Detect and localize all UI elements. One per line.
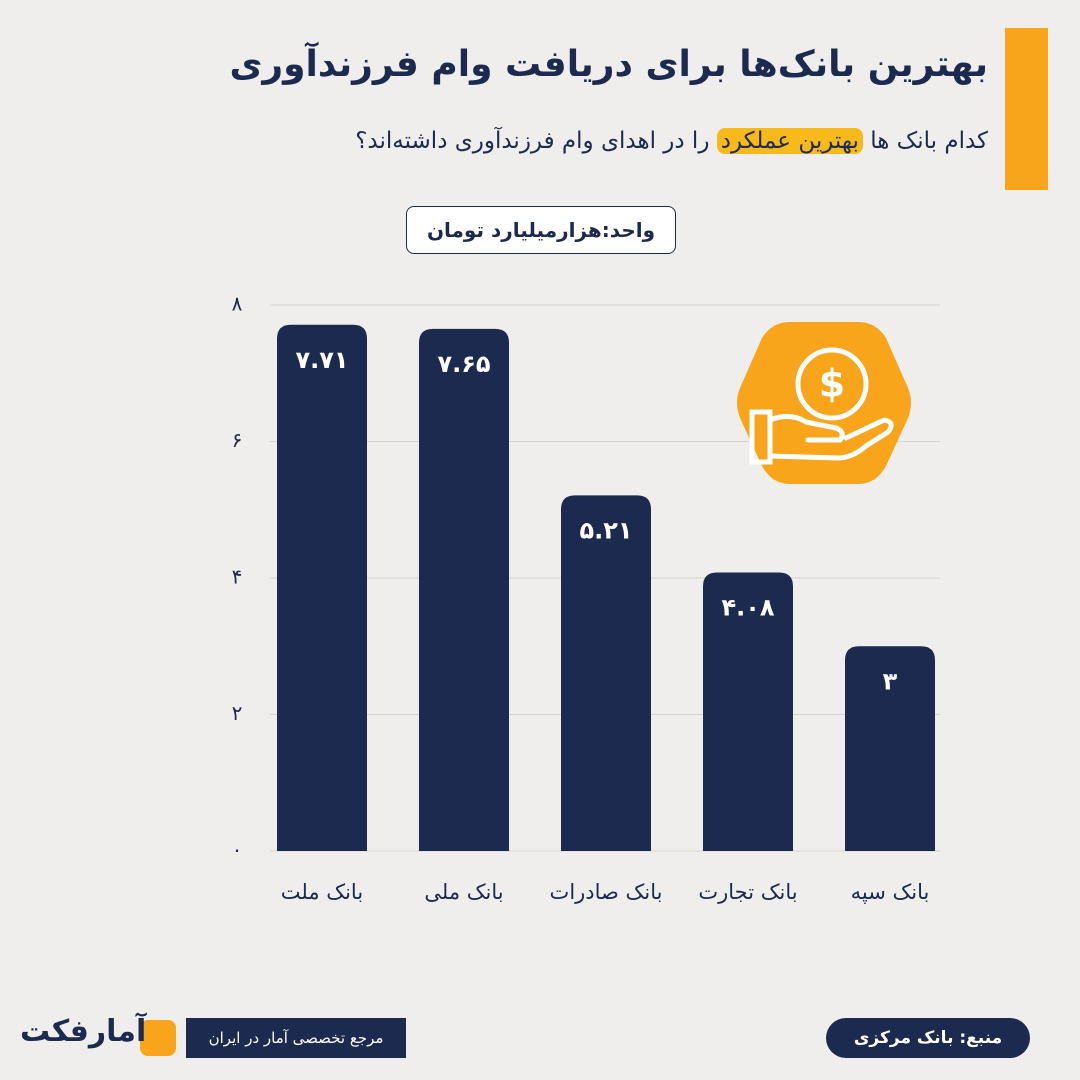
x-tick-label: بانک ملت [281,880,363,904]
bar [419,328,509,851]
brand: آمارفکت [20,1014,147,1049]
accent-bar [1005,28,1048,190]
subtitle-part: را در اهدای وام فرزندآوری داشته‌اند؟ [355,128,710,154]
y-tick-label: ۴ [232,565,243,589]
value-label: ۳ [883,667,898,695]
value-label: ۵.۲۱ [579,516,632,544]
chart-subtitle: کدام بانک ها بهترین عملکرد را در اهدای و… [355,128,988,154]
y-tick-label: ۶ [232,428,243,452]
x-tick-label: بانک صادرات [550,880,663,904]
subtitle-part: کدام بانک ها [870,128,988,154]
y-tick-label: ۸ [232,292,243,316]
subtitle-highlight: بهترین عملکرد [716,128,863,154]
value-label: ۴.۰۸ [721,594,774,622]
y-tick-label: ۰ [232,838,243,862]
bar [561,495,651,851]
bar [277,324,367,852]
value-label: ۷.۶۵ [437,350,490,378]
x-tick-label: بانک تجارت [698,880,797,904]
source: منبع: بانک مرکزی [826,1018,1030,1058]
brand-mark [140,1020,176,1056]
unit-label: واحد:هزارمیلیارد تومان [406,206,676,254]
tagline: مرجع تخصصی آمار در ایران [186,1018,406,1058]
bar [703,572,793,851]
chart-title: بهترین بانک‌ها برای دریافت وام فرزندآوری [229,44,988,85]
bar [845,646,935,851]
svg-text:$: $ [819,362,845,406]
x-tick-label: بانک سپه [851,880,930,904]
value-label: ۷.۷۱ [295,346,348,374]
x-tick-label: بانک ملی [424,880,503,904]
y-tick-label: ۲ [232,701,243,725]
icon: $ [737,322,911,484]
